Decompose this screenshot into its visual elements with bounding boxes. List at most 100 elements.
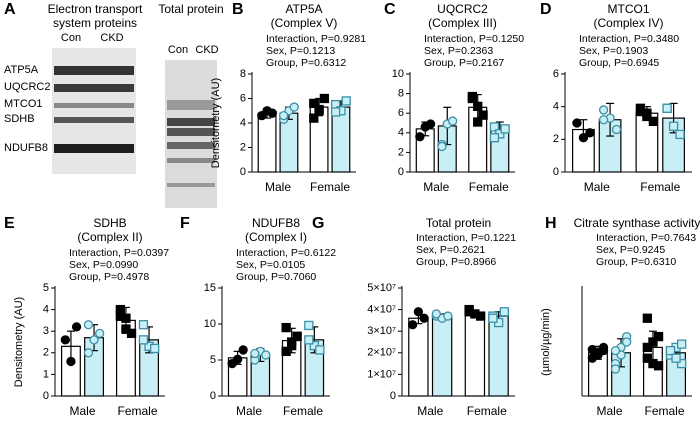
bar <box>257 112 277 173</box>
group-label: Con <box>61 32 81 44</box>
chart-title: ATP5A <box>285 2 322 16</box>
data-point <box>250 348 260 359</box>
y-tick-label: 4 <box>398 127 404 139</box>
y-tick-label: 1×10⁷ <box>367 368 396 380</box>
x-tick-label: Male <box>265 180 291 194</box>
y-tick-label: 2 <box>398 146 404 158</box>
y-tick-label: 4 <box>553 101 559 113</box>
panel-a: A Electron transport system proteins Con… <box>4 1 224 208</box>
chart-title: SDHB <box>93 216 126 230</box>
data-point <box>278 111 289 121</box>
y-tick-label: 2 <box>553 133 559 145</box>
data-point <box>475 311 486 321</box>
bar <box>431 315 453 397</box>
data-point <box>71 322 82 332</box>
data-point <box>289 102 299 112</box>
data-point <box>83 348 94 358</box>
data-point <box>309 98 319 109</box>
y-tick-label: 2 <box>240 141 246 153</box>
data-point <box>413 307 424 317</box>
data-point <box>572 118 582 128</box>
stat-text: Sex, P=0.0990 <box>69 259 138 271</box>
y-tick-label: 0 <box>43 390 49 402</box>
y-tick-label: 5 <box>210 354 216 366</box>
data-point <box>489 133 500 143</box>
stat-text: Group, P=0.4978 <box>69 271 149 283</box>
data-point <box>642 342 652 353</box>
protein-label: UQCRC2 <box>4 81 50 93</box>
data-point <box>89 335 99 345</box>
y-tick-label: 0 <box>553 166 559 178</box>
x-tick-label: Female <box>640 180 680 194</box>
data-point <box>488 313 498 323</box>
data-point <box>662 103 672 113</box>
bar <box>408 317 429 397</box>
data-point <box>83 320 94 330</box>
data-point <box>138 320 149 330</box>
blot-title: system proteins <box>53 16 137 30</box>
x-tick-label: Male <box>584 180 610 194</box>
data-point <box>425 119 436 129</box>
data-point <box>261 350 271 360</box>
x-tick-label: Male <box>236 404 262 418</box>
band <box>54 66 134 75</box>
data-point <box>499 307 510 317</box>
y-tick-label: 10 <box>204 318 216 330</box>
stat-text: Sex, P=0.2363 <box>424 45 493 57</box>
x-tick-label: Female <box>117 404 157 418</box>
data-point <box>330 107 341 117</box>
y-tick-label: 15 <box>204 282 216 294</box>
x-tick-label: Male <box>417 404 443 418</box>
data-point <box>150 343 160 354</box>
stat-text: Sex, P=0.0105 <box>236 259 305 271</box>
x-tick-label: Male <box>423 180 449 194</box>
band <box>167 118 215 126</box>
protein-label: NDUFB8 <box>4 142 48 154</box>
data-point <box>467 93 478 104</box>
data-point <box>341 96 351 106</box>
data-point <box>668 121 679 131</box>
data-point <box>610 345 621 356</box>
data-point <box>66 356 76 367</box>
protein-label: MTCO1 <box>4 98 43 110</box>
y-tick-label: 1 <box>43 368 49 380</box>
chart-title: Citrate synthase activity <box>574 216 700 230</box>
data-point <box>138 335 149 345</box>
data-point <box>443 311 453 321</box>
y-tick-label: 3 <box>43 325 49 337</box>
stat-text: Interaction, P=0.0397 <box>69 247 169 259</box>
chart-title: MTCO1 <box>608 2 650 16</box>
chart-title: UQCRC2 <box>437 2 488 16</box>
stat-text: Group, P=0.7060 <box>236 271 316 283</box>
data-point <box>622 337 632 347</box>
stat-text: Group, P=0.2167 <box>424 57 504 69</box>
y-tick-label: 0 <box>390 390 396 402</box>
stat-text: Group, P=0.6312 <box>266 57 346 69</box>
band <box>54 103 134 108</box>
data-point <box>238 345 248 355</box>
stat-text: Group, P=0.6310 <box>596 256 676 268</box>
data-point <box>233 354 243 364</box>
chart-title: NDUFB8 <box>252 216 300 230</box>
data-point <box>665 345 676 356</box>
y-tick-label: 3×10⁷ <box>367 325 396 337</box>
panel-letter: F <box>180 215 190 232</box>
x-tick-label: Female <box>469 180 509 194</box>
data-point <box>610 364 621 374</box>
data-point <box>671 353 681 363</box>
stat-text: Interaction, P=0.9281 <box>266 33 366 45</box>
data-point <box>315 345 325 355</box>
chart-subtitle: (Complex V) <box>271 16 338 30</box>
stat-text: Interaction, P=0.3480 <box>579 33 679 45</box>
data-point <box>642 313 652 323</box>
panel-letter: D <box>540 1 552 18</box>
bar <box>331 106 351 173</box>
y-axis-label: (µmol/µg/min) <box>540 308 552 376</box>
data-point <box>598 345 609 356</box>
data-point <box>489 122 500 132</box>
stat-text: Interaction, P=0.7643 <box>596 232 696 244</box>
data-point <box>309 113 319 123</box>
y-axis-label: Densitometry (AU) <box>210 78 222 168</box>
band <box>54 117 134 123</box>
data-point <box>642 353 652 363</box>
